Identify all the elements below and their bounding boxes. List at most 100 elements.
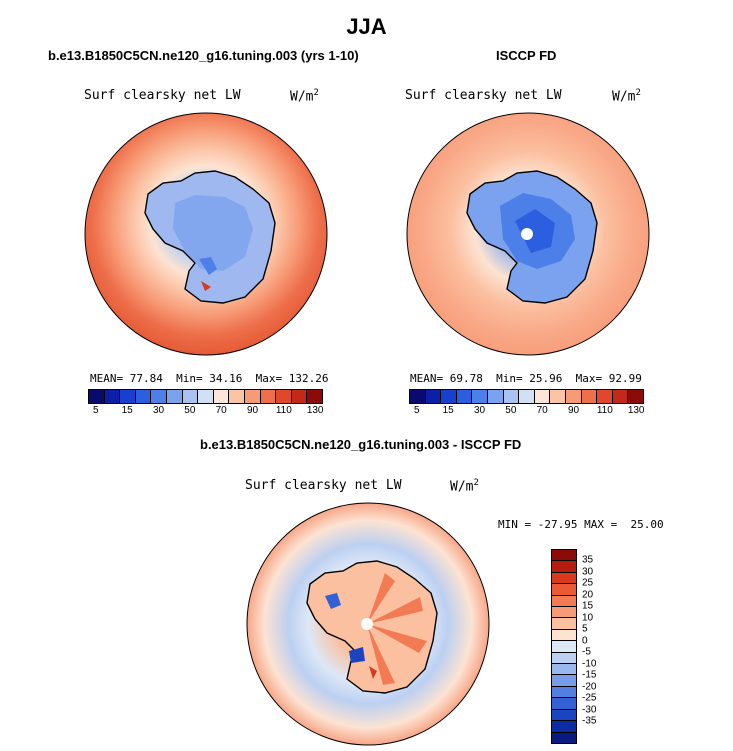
colorbar-swatch	[487, 390, 504, 403]
model-colorbar-ticks: 5 15 30 50 70 90 110 130	[88, 405, 323, 419]
colorbar-tick-label: -20	[582, 681, 597, 693]
colorbar-tick-label: -10	[582, 658, 597, 670]
colorbar-tick-label: 20	[582, 589, 594, 601]
colorbar-swatch	[425, 390, 442, 403]
colorbar-swatch	[552, 641, 576, 653]
colorbar-swatch	[552, 607, 576, 619]
model-colorbar	[88, 389, 323, 404]
colorbar-swatch	[534, 390, 551, 403]
colorbar-tick-label: 15	[582, 600, 594, 612]
colorbar-swatch	[213, 390, 230, 403]
colorbar-tick-label: 130	[306, 405, 324, 416]
obs-colorbar	[409, 389, 644, 404]
model-polar-map	[84, 112, 328, 356]
colorbar-swatch	[552, 561, 576, 573]
diff-colorbar	[551, 549, 577, 744]
colorbar-swatch	[503, 390, 520, 403]
obs-variable-label: Surf clearsky net LW	[405, 88, 562, 103]
colorbar-tick-label: -15	[582, 669, 597, 681]
colorbar-swatch	[104, 390, 121, 403]
colorbar-swatch	[552, 550, 576, 562]
colorbar-swatch	[552, 732, 576, 743]
colorbar-tick-label: 0	[582, 635, 588, 647]
colorbar-swatch	[182, 390, 199, 403]
main-title: JJA	[346, 14, 387, 39]
colorbar-swatch	[519, 390, 535, 403]
diff-minmax: MIN = -27.95 MAX = 25.00	[498, 518, 664, 531]
diff-units-label: W/m2	[450, 478, 479, 495]
colorbar-tick-label: 5	[582, 623, 588, 635]
colorbar-swatch	[307, 390, 322, 403]
colorbar-tick-label: -5	[582, 646, 591, 658]
colorbar-swatch	[597, 390, 613, 403]
colorbar-tick-label: 15	[442, 405, 454, 416]
obs-units-label: W/m2	[612, 88, 641, 105]
colorbar-tick-label: 15	[121, 405, 133, 416]
colorbar-tick-label: 30	[152, 405, 165, 416]
colorbar-swatch	[291, 390, 308, 403]
diff-panel-title: b.e13.B1850C5CN.ne120_g16.tuning.003 - I…	[200, 437, 522, 452]
colorbar-tick-label: 130	[627, 405, 645, 416]
diff-variable-label: Surf clearsky net LW	[245, 478, 402, 493]
colorbar-swatch	[120, 390, 136, 403]
colorbar-swatch	[276, 390, 292, 403]
colorbar-tick-label: 35	[582, 554, 594, 566]
colorbar-swatch	[198, 390, 214, 403]
colorbar-swatch	[89, 390, 105, 403]
colorbar-tick-label: 90	[246, 405, 259, 416]
colorbar-swatch	[260, 390, 277, 403]
colorbar-tick-label: 110	[596, 405, 613, 416]
model-stats: MEAN= 77.84 Min= 34.16 Max= 132.26	[90, 372, 329, 385]
colorbar-swatch	[441, 390, 457, 403]
model-units-label: W/m2	[290, 88, 319, 105]
colorbar-swatch	[244, 390, 261, 403]
colorbar-tick-label: 30	[582, 566, 594, 578]
model-panel-title: b.e13.B1850C5CN.ne120_g16.tuning.003 (yr…	[48, 48, 359, 63]
colorbar-swatch	[472, 390, 488, 403]
colorbar-swatch	[552, 698, 576, 710]
colorbar-swatch	[151, 390, 167, 403]
colorbar-swatch	[581, 390, 598, 403]
diff-polar-map	[246, 502, 490, 746]
colorbar-swatch	[552, 675, 576, 687]
colorbar-tick-label: 30	[473, 405, 486, 416]
colorbar-tick-label: -25	[582, 692, 597, 704]
colorbar-swatch	[552, 652, 576, 665]
colorbar-swatch	[166, 390, 183, 403]
colorbar-swatch	[552, 572, 576, 585]
colorbar-swatch	[550, 390, 566, 403]
colorbar-swatch	[552, 709, 576, 722]
colorbar-swatch	[229, 390, 245, 403]
colorbar-tick-label: 110	[275, 405, 292, 416]
colorbar-tick-label: 50	[505, 405, 517, 416]
colorbar-swatch	[552, 629, 576, 642]
colorbar-swatch	[552, 686, 576, 699]
diff-colorbar-ticks: 35 30 25 20 15 10 5 0 -5 -10 -15 -20 -25 -30 -35	[582, 549, 622, 744]
colorbar-swatch	[552, 664, 576, 676]
obs-stats: MEAN= 69.78 Min= 25.96 Max= 92.99	[410, 372, 642, 385]
colorbar-tick-label: -35	[582, 715, 597, 727]
colorbar-swatch	[552, 584, 576, 596]
colorbar-tick-label: 5	[93, 405, 99, 416]
colorbar-tick-label: 70	[215, 405, 227, 416]
colorbar-swatch	[552, 721, 576, 733]
colorbar-swatch	[565, 390, 582, 403]
colorbar-swatch	[628, 390, 643, 403]
obs-polar-map	[406, 112, 650, 356]
colorbar-tick-label: 25	[582, 577, 594, 589]
colorbar-swatch	[456, 390, 473, 403]
obs-panel-title: ISCCP FD	[496, 48, 557, 63]
colorbar-tick-label: 90	[567, 405, 580, 416]
colorbar-swatch	[410, 390, 426, 403]
model-variable-label: Surf clearsky net LW	[84, 88, 241, 103]
colorbar-tick-label: 10	[582, 612, 594, 624]
colorbar-swatch	[552, 595, 576, 608]
colorbar-tick-label: 5	[414, 405, 420, 416]
colorbar-swatch	[135, 390, 152, 403]
colorbar-swatch	[552, 618, 576, 630]
obs-colorbar-ticks: 5 15 30 50 70 90 110 130	[409, 405, 644, 419]
colorbar-tick-label: 50	[184, 405, 196, 416]
colorbar-tick-label: 70	[536, 405, 548, 416]
colorbar-tick-label: -30	[582, 704, 597, 716]
colorbar-swatch	[612, 390, 629, 403]
